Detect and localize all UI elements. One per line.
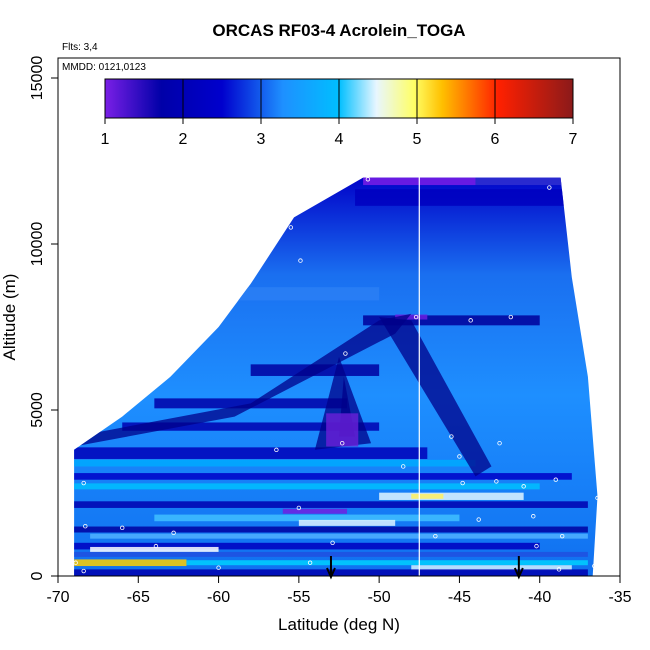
curtain-band: [74, 473, 572, 480]
sample-point: [288, 225, 294, 230]
colorbar-ticks: 1 2 3 4 5 6 7: [101, 79, 578, 148]
curtain-band: [395, 314, 428, 320]
colorbar-tick-label: 7: [569, 131, 578, 148]
sample-point: [340, 441, 345, 446]
x-tick-label: -70: [46, 589, 69, 606]
x-tick-label: -65: [127, 589, 150, 606]
curtain-band: [74, 501, 588, 508]
sample-point: [401, 464, 406, 469]
curtain-patch: [326, 413, 359, 447]
curtain-band: [90, 546, 219, 552]
x-tick-label: -50: [368, 589, 391, 606]
sample-points: [73, 177, 600, 574]
curtain-band: [74, 542, 540, 550]
sample-point: [521, 484, 526, 489]
curtain-band: [355, 189, 564, 206]
colorbar-tick-label: 3: [257, 131, 266, 148]
sample-point: [553, 477, 558, 482]
curtain-band: [74, 459, 476, 467]
y-axis: 0 5000 10000 15000: [29, 56, 59, 580]
sample-point: [296, 505, 302, 511]
flights-note: Flts: 3,4: [62, 42, 98, 53]
sample-point: [120, 525, 125, 531]
curtain-band: [122, 422, 380, 431]
colorbar-tick-label: 2: [179, 131, 188, 148]
curtain-band: [74, 447, 428, 459]
curtain-band: [234, 287, 380, 301]
colorbar-tick-label: 5: [413, 131, 422, 148]
sample-point: [531, 514, 536, 519]
curtain-band: [475, 177, 564, 186]
curtain-band: [74, 483, 540, 490]
y-tick-label: 15000: [29, 56, 46, 101]
colorbar-tick-label: 1: [101, 131, 110, 148]
colorbar-tick-label: 4: [335, 131, 344, 148]
curtain-streak: [74, 313, 412, 447]
sample-point: [413, 314, 419, 320]
curtain-streak: [379, 317, 492, 477]
sample-point: [81, 568, 86, 574]
curtain-band: [282, 508, 348, 514]
x-tick-label: -45: [448, 589, 471, 606]
curtain-band: [379, 492, 524, 500]
x-tick-label: -55: [287, 589, 310, 606]
arrow-head: [513, 567, 524, 580]
sample-point: [73, 560, 78, 565]
dates-note: MMDD: 0121,0123: [62, 62, 146, 73]
sample-point: [153, 543, 159, 549]
sample-point: [460, 480, 465, 486]
sample-point: [433, 533, 438, 539]
curtain-band: [186, 560, 588, 566]
sample-point: [274, 447, 279, 453]
sample-point: [83, 524, 88, 529]
sample-point: [559, 533, 565, 539]
curtain-band: [363, 315, 540, 326]
chart-title: ORCAS RF03-4 Acrolein_TOGA: [212, 21, 465, 40]
colorbar-tick-label: 6: [491, 131, 500, 148]
curtain-band: [154, 398, 348, 409]
sample-point: [449, 434, 454, 439]
x-axis-label: Latitude (deg N): [278, 615, 400, 634]
sample-point: [595, 495, 600, 501]
arrow-head: [326, 567, 336, 580]
curtain-band: [411, 493, 444, 499]
curtain-band: [411, 565, 572, 571]
curtain-band: [154, 514, 460, 522]
y-tick-label: 0: [29, 571, 46, 580]
arrow-markers: [326, 556, 524, 580]
sample-point: [476, 517, 481, 522]
curtain-plot: [74, 177, 598, 576]
x-axis: -70 -65 -60 -55 -50 -45 -40 -35: [46, 575, 632, 606]
sample-point: [494, 479, 499, 484]
curtain-band: [74, 526, 588, 533]
sample-point: [556, 567, 562, 572]
sample-point: [307, 560, 313, 565]
sample-point: [508, 314, 514, 320]
sample-point: [171, 530, 176, 536]
sample-point: [534, 543, 539, 549]
sample-point: [365, 177, 371, 182]
curtain-band: [74, 551, 588, 557]
curtain-band: [90, 533, 588, 539]
y-tick-label: 5000: [29, 392, 46, 428]
sample-point: [592, 563, 597, 569]
sample-point: [343, 351, 348, 356]
y-tick-label: 10000: [29, 222, 46, 267]
sample-point: [547, 185, 552, 190]
sample-point: [457, 454, 462, 459]
sample-point: [330, 540, 335, 545]
curtain-band: [298, 519, 396, 526]
y-axis-label: Altitude (m): [0, 274, 19, 361]
sample-point: [216, 565, 221, 570]
sample-point: [497, 441, 502, 446]
x-tick-label: -40: [528, 589, 551, 606]
sample-point: [81, 480, 86, 486]
curtain-band: [74, 559, 187, 567]
x-tick-label: -60: [207, 589, 230, 606]
sample-point: [298, 258, 303, 263]
sample-point: [468, 318, 473, 323]
x-tick-label: -35: [608, 589, 631, 606]
